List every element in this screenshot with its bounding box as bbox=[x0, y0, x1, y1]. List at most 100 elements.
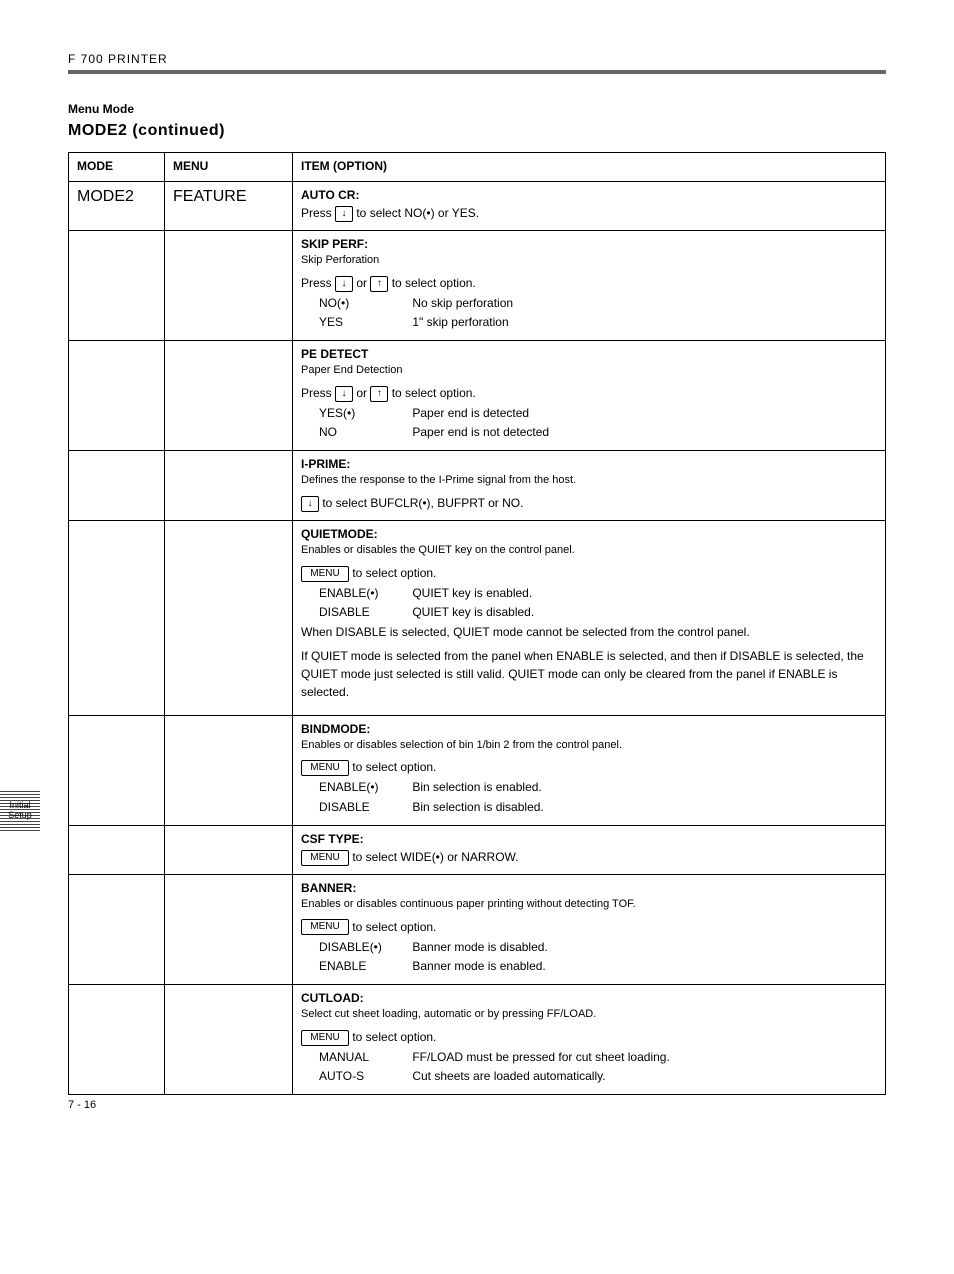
cell-item: CSF TYPE:MENU to select WIDE(•) or NARRO… bbox=[293, 825, 886, 874]
keyline-lead: Press bbox=[301, 276, 335, 290]
table-header-row: MODE MENU ITEM (OPTION) bbox=[69, 153, 886, 182]
cell-item: CUTLOAD: Select cut sheet loading, automa… bbox=[293, 984, 886, 1094]
choice: ENABLE(•) QUIET key is enabled. bbox=[319, 584, 877, 603]
choice-label: DISABLE bbox=[319, 603, 409, 622]
item-keyline: Press ↓ or ↑ to select option. bbox=[301, 384, 877, 402]
choice: YES 1" skip perforation bbox=[319, 313, 877, 332]
key-icon: ↓ bbox=[335, 206, 353, 222]
item-keyline: MENU to select option. bbox=[301, 564, 877, 582]
key-icon: ↑ bbox=[370, 386, 388, 402]
header-rule bbox=[68, 70, 886, 74]
item-subtitle: Defines the response to the I-Prime sign… bbox=[301, 473, 877, 488]
cell-mode bbox=[69, 341, 165, 451]
item-subtitle: Enables or disables the QUIET key on the… bbox=[301, 543, 877, 558]
table-row: CUTLOAD: Select cut sheet loading, automa… bbox=[69, 984, 886, 1094]
choice-label: MANUAL bbox=[319, 1048, 409, 1067]
cell-menu: FEATURE bbox=[165, 182, 293, 231]
cell-mode bbox=[69, 825, 165, 874]
col-item: ITEM (OPTION) bbox=[293, 153, 886, 182]
key-icon: MENU bbox=[301, 566, 349, 582]
cell-menu bbox=[165, 715, 293, 825]
item-subtitle: Select cut sheet loading, automatic or b… bbox=[301, 1007, 877, 1022]
table-row: SKIP PERF: Skip Perforation Press ↓ or ↑ t… bbox=[69, 231, 886, 341]
spec-table: MODE MENU ITEM (OPTION) MODE2FEATUREAUTO… bbox=[68, 152, 886, 1095]
choice-text: Bin selection is disabled. bbox=[412, 800, 543, 814]
choice-text: Paper end is detected bbox=[412, 406, 529, 420]
side-tab-line1: Initial bbox=[9, 800, 30, 810]
item-subtitle: Enables or disables continuous paper pri… bbox=[301, 897, 877, 912]
choice: DISABLE(•) Banner mode is disabled. bbox=[319, 938, 877, 957]
cell-mode bbox=[69, 521, 165, 715]
choice: NO(•) No skip perforation bbox=[319, 294, 877, 313]
table-row: MODE2FEATUREAUTO CR:Press ↓ to select NO… bbox=[69, 182, 886, 231]
choice: MANUAL FF/LOAD must be pressed for cut s… bbox=[319, 1048, 877, 1067]
cell-mode: MODE2 bbox=[69, 182, 165, 231]
key-icon: MENU bbox=[301, 919, 349, 935]
choice-label: ENABLE(•) bbox=[319, 778, 409, 797]
table-row: BANNER: Enables or disables continuous pa… bbox=[69, 874, 886, 984]
choice-text: 1" skip perforation bbox=[412, 315, 508, 329]
col-mode: MODE bbox=[69, 153, 165, 182]
item-title: BANNER: bbox=[301, 881, 877, 895]
section-title: MODE2 (continued) bbox=[68, 122, 886, 140]
item-choices: DISABLE(•) Banner mode is disabled.ENABL… bbox=[319, 938, 877, 976]
cell-item: AUTO CR:Press ↓ to select NO(•) or YES. bbox=[293, 182, 886, 231]
cell-item: BANNER: Enables or disables continuous pa… bbox=[293, 874, 886, 984]
table-row: BINDMODE:Enables or disables selection o… bbox=[69, 715, 886, 825]
choice-text: FF/LOAD must be pressed for cut sheet lo… bbox=[412, 1050, 669, 1064]
table-row: PE DETECT Paper End Detection Press ↓ or ↑… bbox=[69, 341, 886, 451]
choice: ENABLE Banner mode is enabled. bbox=[319, 957, 877, 976]
keyline-mid: or bbox=[353, 386, 370, 400]
cell-menu bbox=[165, 341, 293, 451]
item-choices: YES(•) Paper end is detectedNO Paper end… bbox=[319, 404, 877, 442]
key-icon: MENU bbox=[301, 850, 349, 866]
keyline-tail: to select option. bbox=[349, 566, 436, 580]
cell-item: SKIP PERF: Skip Perforation Press ↓ or ↑ t… bbox=[293, 231, 886, 341]
item-subtitle: Paper End Detection bbox=[301, 363, 877, 378]
col-menu: MENU bbox=[165, 153, 293, 182]
keyline-mid: or bbox=[353, 276, 370, 290]
item-choices: ENABLE(•) QUIET key is enabled.DISABLE Q… bbox=[319, 584, 877, 622]
keyline-tail: to select WIDE(•) or NARROW. bbox=[349, 850, 519, 864]
cell-menu bbox=[165, 984, 293, 1094]
cell-item: I-PRIME:Defines the response to the I-Pr… bbox=[293, 451, 886, 521]
choice-label: YES(•) bbox=[319, 404, 409, 423]
choice-text: No skip perforation bbox=[412, 296, 513, 310]
table-row: I-PRIME:Defines the response to the I-Pr… bbox=[69, 451, 886, 521]
choice-text: QUIET key is enabled. bbox=[412, 586, 532, 600]
choice-label: NO(•) bbox=[319, 294, 409, 313]
item-desc: When DISABLE is selected, QUIET mode can… bbox=[301, 623, 877, 701]
item-title: SKIP PERF: bbox=[301, 237, 877, 251]
choice-label: ENABLE bbox=[319, 957, 409, 976]
item-subtitle: Enables or disables selection of bin 1/b… bbox=[301, 738, 877, 753]
choice-label: ENABLE(•) bbox=[319, 584, 409, 603]
key-icon: ↓ bbox=[335, 386, 353, 402]
page-number: 7 - 16 bbox=[68, 1099, 96, 1111]
cell-menu bbox=[165, 825, 293, 874]
cell-item: PE DETECT Paper End Detection Press ↓ or ↑… bbox=[293, 341, 886, 451]
item-subtitle: Skip Perforation bbox=[301, 253, 877, 268]
item-keyline: MENU to select option. bbox=[301, 758, 877, 776]
item-title: CUTLOAD: bbox=[301, 991, 877, 1005]
keyline-lead: Press bbox=[301, 386, 335, 400]
choice-text: Banner mode is disabled. bbox=[412, 940, 547, 954]
item-keyline: MENU to select option. bbox=[301, 918, 877, 936]
choice-label: DISABLE bbox=[319, 798, 409, 817]
key-icon: ↓ bbox=[335, 276, 353, 292]
choice-text: Cut sheets are loaded automatically. bbox=[412, 1069, 605, 1083]
keyline-tail: to select option. bbox=[349, 920, 436, 934]
header-kicker: F 700 PRINTER bbox=[68, 52, 886, 66]
item-title: PE DETECT bbox=[301, 347, 877, 361]
keyline-lead: Press bbox=[301, 206, 335, 220]
cell-mode bbox=[69, 984, 165, 1094]
choice: AUTO-S Cut sheets are loaded automatical… bbox=[319, 1067, 877, 1086]
cell-menu bbox=[165, 874, 293, 984]
item-keyline: Press ↓ or ↑ to select option. bbox=[301, 274, 877, 292]
keyline-tail: to select option. bbox=[388, 386, 475, 400]
choice-text: QUIET key is disabled. bbox=[412, 605, 534, 619]
key-icon: MENU bbox=[301, 1030, 349, 1046]
keyline-tail: to select NO(•) or YES. bbox=[353, 206, 479, 220]
choice-text: Paper end is not detected bbox=[412, 425, 549, 439]
keyline-tail: to select option. bbox=[388, 276, 475, 290]
item-choices: NO(•) No skip perforationYES 1" skip per… bbox=[319, 294, 877, 332]
